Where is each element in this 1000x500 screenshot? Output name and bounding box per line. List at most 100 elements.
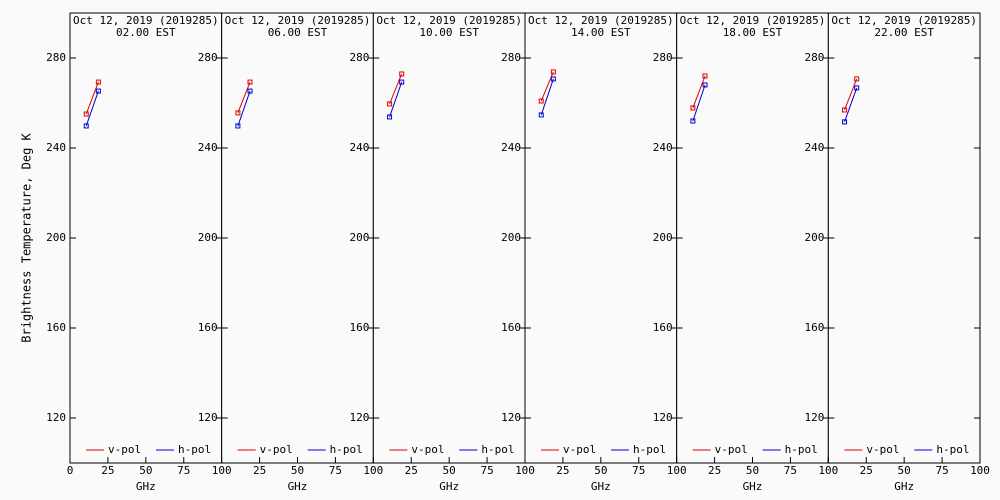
- marker: [854, 85, 860, 91]
- x-tick-label: 75: [935, 464, 948, 477]
- x-tick-label: 100: [212, 464, 232, 477]
- x-tick-label: 100: [970, 464, 990, 477]
- x-axis-label: GHz: [439, 480, 459, 493]
- y-tick-label: 280: [501, 51, 521, 64]
- panel-subtitle: 14.00 EST: [571, 26, 631, 39]
- y-tick-label: 240: [349, 141, 369, 154]
- y-tick-label: 240: [804, 141, 824, 154]
- y-tick-label: 120: [46, 411, 66, 424]
- x-tick-label: 25: [253, 464, 266, 477]
- series-line: [540, 78, 554, 116]
- y-tick-label: 200: [46, 231, 66, 244]
- marker: [550, 69, 556, 75]
- marker: [702, 82, 708, 88]
- y-tick-label: 160: [198, 321, 218, 334]
- y-tick-label: 200: [349, 231, 369, 244]
- x-axis-label: GHz: [288, 480, 308, 493]
- marker: [399, 79, 405, 85]
- x-axis-label: GHz: [743, 480, 763, 493]
- marker: [842, 119, 848, 125]
- legend-label: h-pol: [936, 443, 969, 456]
- marker: [235, 110, 241, 116]
- marker: [387, 101, 393, 107]
- y-tick-label: 280: [653, 51, 673, 64]
- marker: [842, 107, 848, 113]
- y-tick-label: 200: [804, 231, 824, 244]
- x-axis-label: GHz: [894, 480, 914, 493]
- x-tick-label: 25: [708, 464, 721, 477]
- y-tick-label: 120: [349, 411, 369, 424]
- x-axis-label: GHz: [591, 480, 611, 493]
- x-tick-label: 75: [784, 464, 797, 477]
- x-tick-label: 50: [594, 464, 607, 477]
- marker: [235, 123, 241, 129]
- y-tick-label: 120: [501, 411, 521, 424]
- x-tick-label: 25: [101, 464, 114, 477]
- panel-frame: [676, 12, 829, 464]
- panel-title: Oct 12, 2019 (2019285): [680, 14, 826, 27]
- y-axis-label: Brightness Temperature, Deg K: [20, 132, 34, 342]
- marker: [399, 71, 405, 77]
- legend-label: v-pol: [108, 443, 141, 456]
- panel-subtitle: 06.00 EST: [268, 26, 328, 39]
- marker: [387, 114, 393, 120]
- marker: [538, 98, 544, 104]
- x-tick-label: 50: [898, 464, 911, 477]
- panel-frame: [372, 12, 526, 464]
- marker: [83, 111, 89, 117]
- x-tick-label: 25: [405, 464, 418, 477]
- marker: [83, 123, 89, 129]
- panel-frame: [221, 12, 374, 464]
- series-line: [85, 90, 99, 127]
- y-tick-label: 160: [46, 321, 66, 334]
- y-tick-label: 280: [46, 51, 66, 64]
- series-line: [389, 73, 403, 105]
- legend-label: v-pol: [866, 443, 899, 456]
- series-line: [389, 81, 403, 118]
- y-tick-label: 240: [501, 141, 521, 154]
- y-tick-label: 280: [198, 51, 218, 64]
- y-tick-label: 280: [804, 51, 824, 64]
- x-tick-label: 50: [291, 464, 304, 477]
- legend-label: v-pol: [260, 443, 293, 456]
- marker: [690, 118, 696, 124]
- x-tick-label: 50: [443, 464, 456, 477]
- x-tick-label: 50: [746, 464, 759, 477]
- y-tick-label: 160: [653, 321, 673, 334]
- panel-title: Oct 12, 2019 (2019285): [376, 14, 522, 27]
- panel-subtitle: 22.00 EST: [874, 26, 934, 39]
- marker: [702, 73, 708, 79]
- marker: [95, 88, 101, 94]
- x-tick-label: 75: [329, 464, 342, 477]
- y-tick-label: 160: [501, 321, 521, 334]
- series-line: [692, 75, 706, 109]
- x-tick-label: 75: [632, 464, 645, 477]
- y-tick-label: 200: [501, 231, 521, 244]
- series-line: [237, 90, 251, 127]
- x-tick-label: 50: [139, 464, 152, 477]
- panel-title: Oct 12, 2019 (2019285): [528, 14, 674, 27]
- y-tick-label: 200: [653, 231, 673, 244]
- marker: [854, 76, 860, 82]
- legend-label: h-pol: [633, 443, 666, 456]
- marker: [550, 76, 556, 82]
- x-tick-label: 100: [363, 464, 383, 477]
- panel-title: Oct 12, 2019 (2019285): [831, 14, 977, 27]
- legend-label: v-pol: [715, 443, 748, 456]
- x-tick-label: 75: [177, 464, 190, 477]
- x-tick-label: 100: [667, 464, 687, 477]
- panel-frame: [69, 12, 223, 464]
- y-tick-label: 120: [653, 411, 673, 424]
- x-tick-label: 100: [818, 464, 838, 477]
- panel-frame: [827, 12, 981, 464]
- series-line: [692, 84, 706, 122]
- marker: [690, 105, 696, 111]
- series-line: [237, 81, 251, 114]
- legend-label: v-pol: [411, 443, 444, 456]
- panel-subtitle: 02.00 EST: [116, 26, 176, 39]
- y-tick-label: 200: [198, 231, 218, 244]
- x-tick-label: 100: [515, 464, 535, 477]
- x-tick-label: 25: [860, 464, 873, 477]
- marker: [95, 79, 101, 85]
